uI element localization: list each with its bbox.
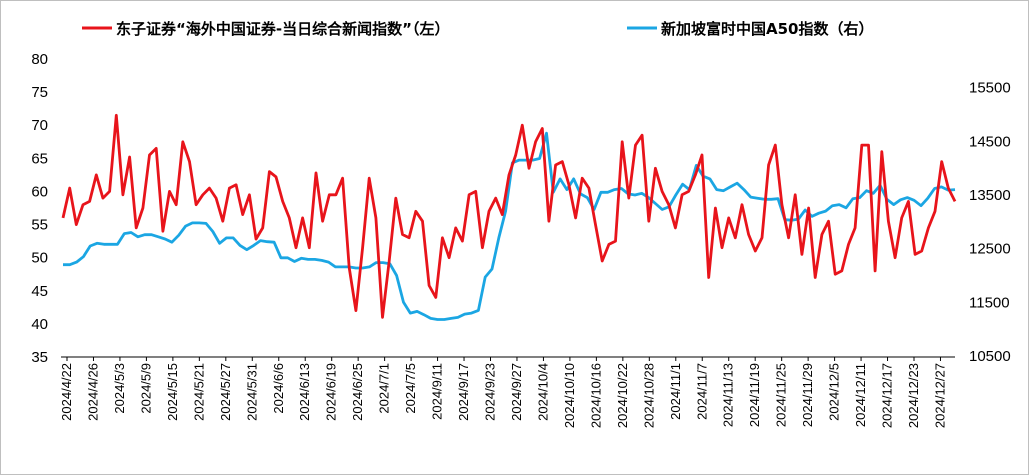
x-axis-tick-label: 2024/10/10 (562, 363, 577, 428)
x-axis-tick-label: 2024/12/17 (880, 363, 895, 428)
plot-area: 35 40 45 50 55 60 65 70 75 80 10500 11500 12500 1350… (31, 51, 1010, 428)
x-axis-tick-label: 2024/6/6 (271, 363, 286, 414)
x-axis-tick-label: 2024/7/5 (403, 363, 418, 414)
x-axis-tick-label: 2024/11/25 (774, 363, 789, 427)
x-axis-tick-label: 2024/10/28 (641, 363, 656, 428)
x-axis-tick-label: 2024/11/29 (800, 363, 815, 427)
right-axis-tick-label: 15500 (969, 80, 1011, 97)
left-axis-tick-label: 50 (31, 250, 48, 267)
x-axis-tick-label: 2024/9/23 (483, 363, 498, 421)
x-axis-tick-label: 2024/11/19 (747, 363, 762, 427)
x-axis-tick-label: 2024/6/25 (350, 363, 365, 421)
right-axis-tick-label: 10500 (969, 348, 1011, 365)
right-axis-ticks: 10500 11500 12500 13500 14500 15500 (969, 80, 1011, 365)
series-line-news-index (61, 113, 957, 319)
left-axis-tick-label: 70 (31, 117, 48, 134)
x-axis-tick-label: 2024/11/1 (668, 363, 683, 420)
x-axis-tick-label: 2024/5/31 (244, 363, 259, 421)
x-axis-tick-label: 2024/5/27 (218, 363, 233, 421)
x-axis-tick-label: 2024/10/4 (535, 363, 550, 421)
x-axis-tick-label: 2024/5/21 (191, 363, 206, 421)
x-axis-tick-label: 2024/9/27 (509, 363, 524, 421)
x-axis-tick-label: 2024/10/22 (615, 363, 630, 428)
left-axis-tick-label: 80 (31, 51, 48, 68)
x-axis-tick-label: 2024/10/16 (588, 363, 603, 428)
left-axis-tick-label: 75 (31, 84, 48, 101)
x-axis-tick-label: 2024/12/27 (932, 363, 947, 428)
left-axis-tick-label: 35 (31, 349, 48, 366)
right-axis-tick-label: 12500 (969, 241, 1011, 258)
left-axis-tick-label: 65 (31, 150, 48, 167)
x-axis-tick-label: 2024/4/26 (85, 363, 100, 421)
x-axis-tick-label: 2024/11/13 (721, 363, 736, 427)
left-axis-tick-label: 55 (31, 217, 48, 234)
x-axis-tick-label: 2024/5/15 (165, 363, 180, 421)
left-axis-tick-label: 45 (31, 283, 48, 300)
x-axis-tick-label: 2024/5/3 (112, 363, 127, 414)
left-axis-tick-label: 40 (31, 316, 48, 333)
x-axis-tick-label: 2024/9/17 (456, 363, 471, 421)
x-axis-tick-label: 2024/5/9 (138, 363, 153, 414)
right-axis-tick-label: 13500 (969, 187, 1011, 204)
legend-label-right-series: 新加坡富时中国A50指数（右） (661, 20, 873, 38)
x-axis-tick-label: 2024/12/23 (906, 363, 921, 428)
x-axis-tick-label: 2024/11/7 (694, 363, 709, 420)
x-axis-tick-label: 2024/9/11 (430, 363, 445, 420)
legend: 东子证券“海外中国证券-当日综合新闻指数”（左） 新加坡富时中国A50指数（右） (82, 20, 873, 38)
left-axis-tick-label: 60 (31, 183, 48, 200)
x-axis-tick-label: 2024/6/13 (297, 363, 312, 421)
series-line-a50-index (63, 131, 956, 321)
x-axis-tick-label: 2024/12/11 (853, 363, 868, 427)
right-axis-tick-label: 14500 (969, 133, 1011, 150)
right-axis-tick-label: 11500 (969, 294, 1010, 311)
x-axis-tick-label: 2024/12/5 (827, 363, 842, 421)
x-axis-ticks: 2024/4/22 2024/4/26 2024/5/3 2024/5/9 2024/5… (59, 357, 947, 428)
x-axis-tick-label: 2024/6/19 (324, 363, 339, 421)
x-axis-tick-label: 2024/7/1 (377, 363, 392, 414)
left-axis-ticks: 35 40 45 50 55 60 65 70 75 80 (31, 51, 48, 366)
x-axis-tick-label: 2024/4/22 (59, 363, 74, 421)
legend-label-left-series: 东子证券“海外中国证券-当日综合新闻指数”（左） (116, 20, 449, 38)
